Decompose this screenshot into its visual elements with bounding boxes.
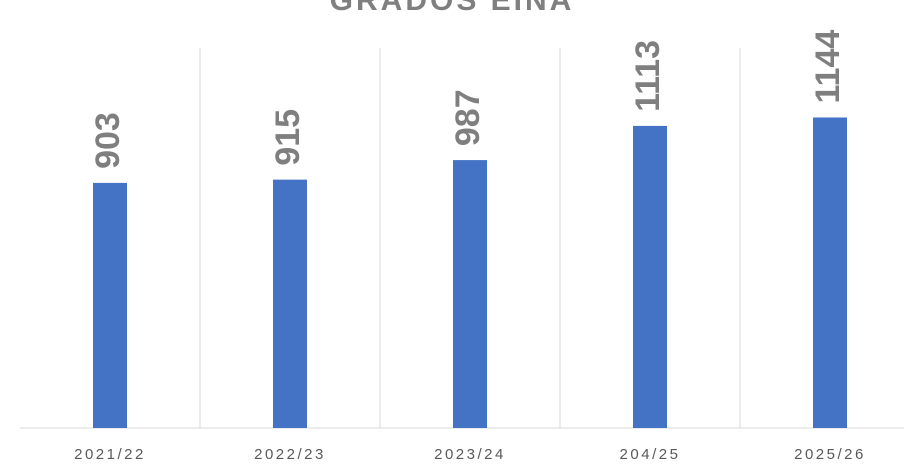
bar	[813, 117, 847, 428]
x-tick-label: 2023/24	[434, 446, 506, 463]
x-tick-label: 2021/22	[74, 446, 146, 463]
bar	[273, 179, 307, 428]
chart-title: GRADOS EINA	[330, 0, 575, 17]
x-tick-label: 2025/26	[794, 446, 866, 463]
value-label: 1113	[629, 40, 667, 112]
value-label: 1144	[809, 30, 847, 104]
bar	[93, 182, 127, 428]
x-tick-label: 2022/23	[254, 446, 326, 463]
value-label: 915	[269, 109, 307, 166]
value-label: 987	[449, 89, 487, 146]
x-tick-label: 204/25	[620, 446, 681, 463]
value-label: 903	[89, 112, 127, 169]
bar	[453, 160, 487, 428]
bar	[633, 125, 667, 429]
